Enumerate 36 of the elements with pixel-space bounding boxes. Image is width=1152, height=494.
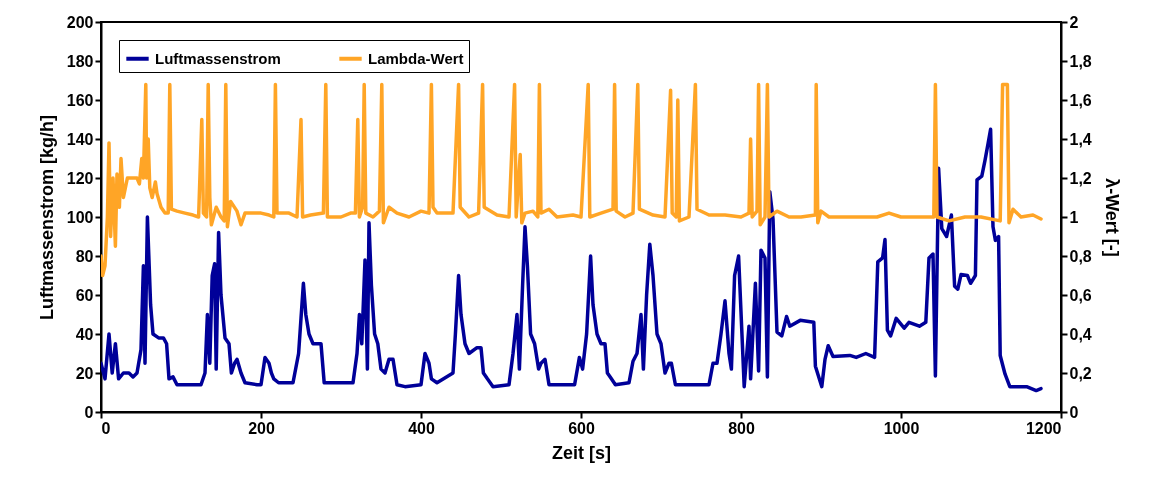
- x-tick-label: 0: [101, 419, 111, 437]
- y-axis-title: Luftmassenstrom [kg/h]: [36, 114, 57, 321]
- x-tick-label: 600: [568, 419, 595, 437]
- line-series: [101, 82, 1043, 278]
- x-tick-label: 200: [248, 419, 275, 437]
- x-tick-label: 800: [728, 419, 755, 437]
- y-tick-label: 20: [75, 364, 94, 382]
- y2-tick-label: 2: [1069, 13, 1079, 31]
- y-tick-label: 60: [75, 286, 94, 304]
- y2-tick-label: 1,4: [1069, 130, 1092, 148]
- y2-tick-label: 1,2: [1069, 169, 1092, 187]
- legend-label: Lambda-Wert: [368, 49, 464, 67]
- y2-tick-label: 0,8: [1069, 247, 1092, 265]
- y2-tick-label: 0,2: [1069, 364, 1092, 382]
- legend-label: Luftmassenstrom: [155, 49, 281, 67]
- y-tick-label: 140: [66, 130, 94, 148]
- y2-axis-title: λ-Wert [-]: [1101, 178, 1122, 257]
- x-axis-title: Zeit [s]: [551, 442, 612, 463]
- y-tick-label: 0: [84, 403, 94, 421]
- y-tick-label: 200: [66, 13, 94, 31]
- y2-tick-label: 1: [1069, 208, 1079, 226]
- y2-tick-label: 1,6: [1069, 91, 1092, 109]
- y2-tick-label: 0,6: [1069, 286, 1092, 304]
- y2-tick-label: 0: [1069, 403, 1079, 421]
- x-tick-label: 1000: [883, 419, 920, 437]
- y-tick-label: 40: [75, 325, 94, 343]
- x-tick-label: 1200: [1025, 419, 1062, 437]
- x-tick-label: 400: [408, 419, 435, 437]
- line-series: [101, 127, 1043, 393]
- y2-tick-label: 0,4: [1069, 325, 1092, 343]
- y-tick-label: 120: [66, 169, 94, 187]
- y2-tick-label: 1,8: [1069, 52, 1092, 70]
- y-tick-label: 180: [66, 52, 94, 70]
- y-tick-label: 100: [66, 208, 94, 226]
- y-tick-label: 160: [66, 91, 94, 109]
- y-tick-label: 80: [75, 247, 94, 265]
